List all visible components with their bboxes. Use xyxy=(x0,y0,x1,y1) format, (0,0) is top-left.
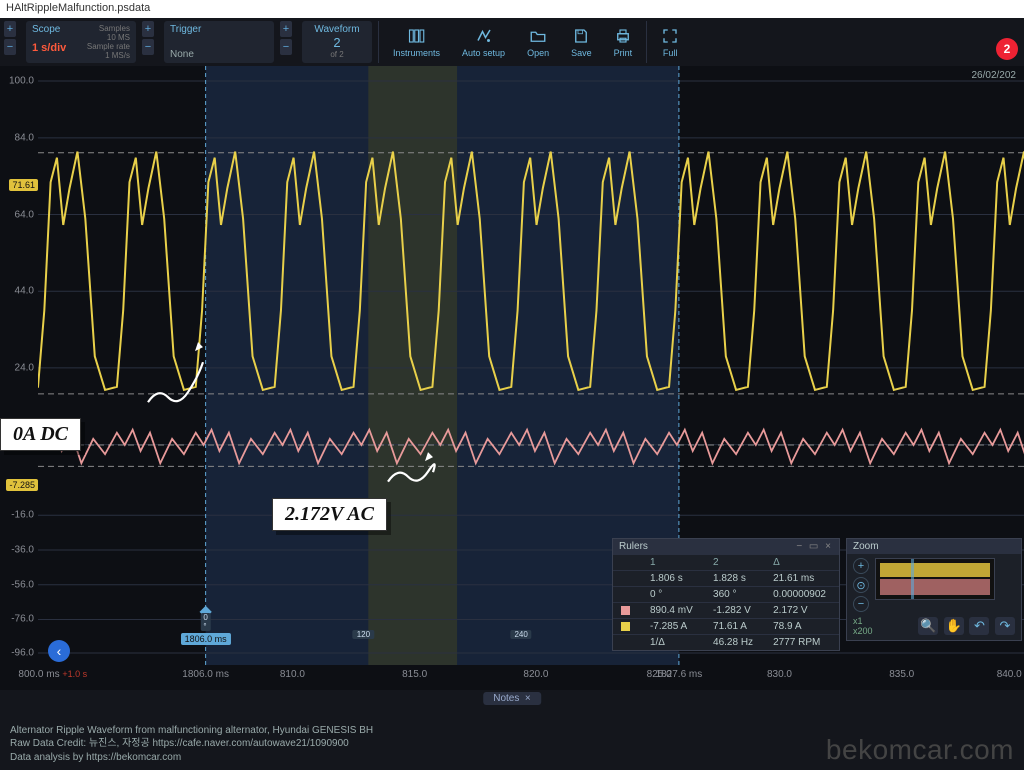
rulers-title: Rulers xyxy=(619,541,648,552)
waveform-group[interactable]: Waveform 2 of 2 xyxy=(302,21,372,63)
toolbar: +− Scope Samples10 MS 1 s/div Sample rat… xyxy=(0,18,1024,66)
footer: Notes × Alternator Ripple Waveform from … xyxy=(0,690,1024,770)
footer-credits: Alternator Ripple Waveform from malfunct… xyxy=(10,724,373,765)
y-axis: 100.084.064.044.024.04.0-16.0-36.0-56.0-… xyxy=(0,66,38,665)
trigger-stepper[interactable]: +− xyxy=(142,21,154,63)
waveform-value: 2 xyxy=(333,35,340,50)
open-button[interactable]: Open xyxy=(519,21,557,63)
notes-tab[interactable]: Notes × xyxy=(483,692,541,705)
annotation-a: 0A DC xyxy=(0,418,81,451)
x-axis: 800.0 ms +1.0 s1806.0 ms810.0815.0820.08… xyxy=(38,665,1024,690)
zoom-thumbnail[interactable] xyxy=(875,558,995,600)
zoom-title: Zoom xyxy=(847,539,1021,554)
waveform-label: Waveform xyxy=(314,24,359,35)
watermark: bekomcar.com xyxy=(826,734,1014,766)
rulers-controls[interactable]: − ▭ × xyxy=(796,541,833,552)
scope-group[interactable]: Scope Samples10 MS 1 s/div Sample rate1 … xyxy=(26,21,136,63)
instruments-button[interactable]: Instruments xyxy=(385,21,448,63)
filename: HAltRippleMalfunction.psdata xyxy=(6,2,150,14)
scope-stepper[interactable]: +− xyxy=(4,21,16,63)
autosetup-button[interactable]: Auto setup xyxy=(454,21,513,63)
trigger-value: None xyxy=(170,49,268,60)
full-button[interactable]: Full xyxy=(653,21,687,63)
alert-badge[interactable]: 2 xyxy=(996,38,1018,60)
waveform-of: of 2 xyxy=(330,50,343,59)
redo-icon[interactable]: ↷ xyxy=(995,617,1015,635)
rulers-table: 12Δ1.806 s1.828 s21.61 ms0 °360 °0.00000… xyxy=(613,554,839,650)
prev-button[interactable]: ‹ xyxy=(48,640,70,662)
undo-icon[interactable]: ↶ xyxy=(969,617,989,635)
pan-tool-icon[interactable]: ✋ xyxy=(944,617,964,635)
save-button[interactable]: Save xyxy=(563,21,600,63)
zoom-tool-icon[interactable]: 🔍 xyxy=(918,617,938,635)
print-button[interactable]: Print xyxy=(606,21,641,63)
waveform-stepper[interactable]: +− xyxy=(280,21,292,63)
annotation-b: 2.172V AC xyxy=(272,498,387,531)
zoom-reset-button[interactable]: ⊙ xyxy=(853,577,869,593)
scope-value: 1 s/div xyxy=(32,42,66,60)
rulers-panel[interactable]: Rulers − ▭ × 12Δ1.806 s1.828 s21.61 ms0 °… xyxy=(612,538,840,651)
zoom-out-button[interactable]: − xyxy=(853,596,869,612)
scope-label: Scope xyxy=(32,24,60,42)
trigger-label: Trigger xyxy=(170,24,268,35)
zoom-in-button[interactable]: + xyxy=(853,558,869,574)
zoom-panel[interactable]: Zoom + ⊙ − x1x200 🔍 ✋ ↶ ↷ xyxy=(846,538,1022,641)
trigger-group[interactable]: Trigger None xyxy=(164,21,274,63)
titlebar: HAltRippleMalfunction.psdata xyxy=(0,0,1024,18)
